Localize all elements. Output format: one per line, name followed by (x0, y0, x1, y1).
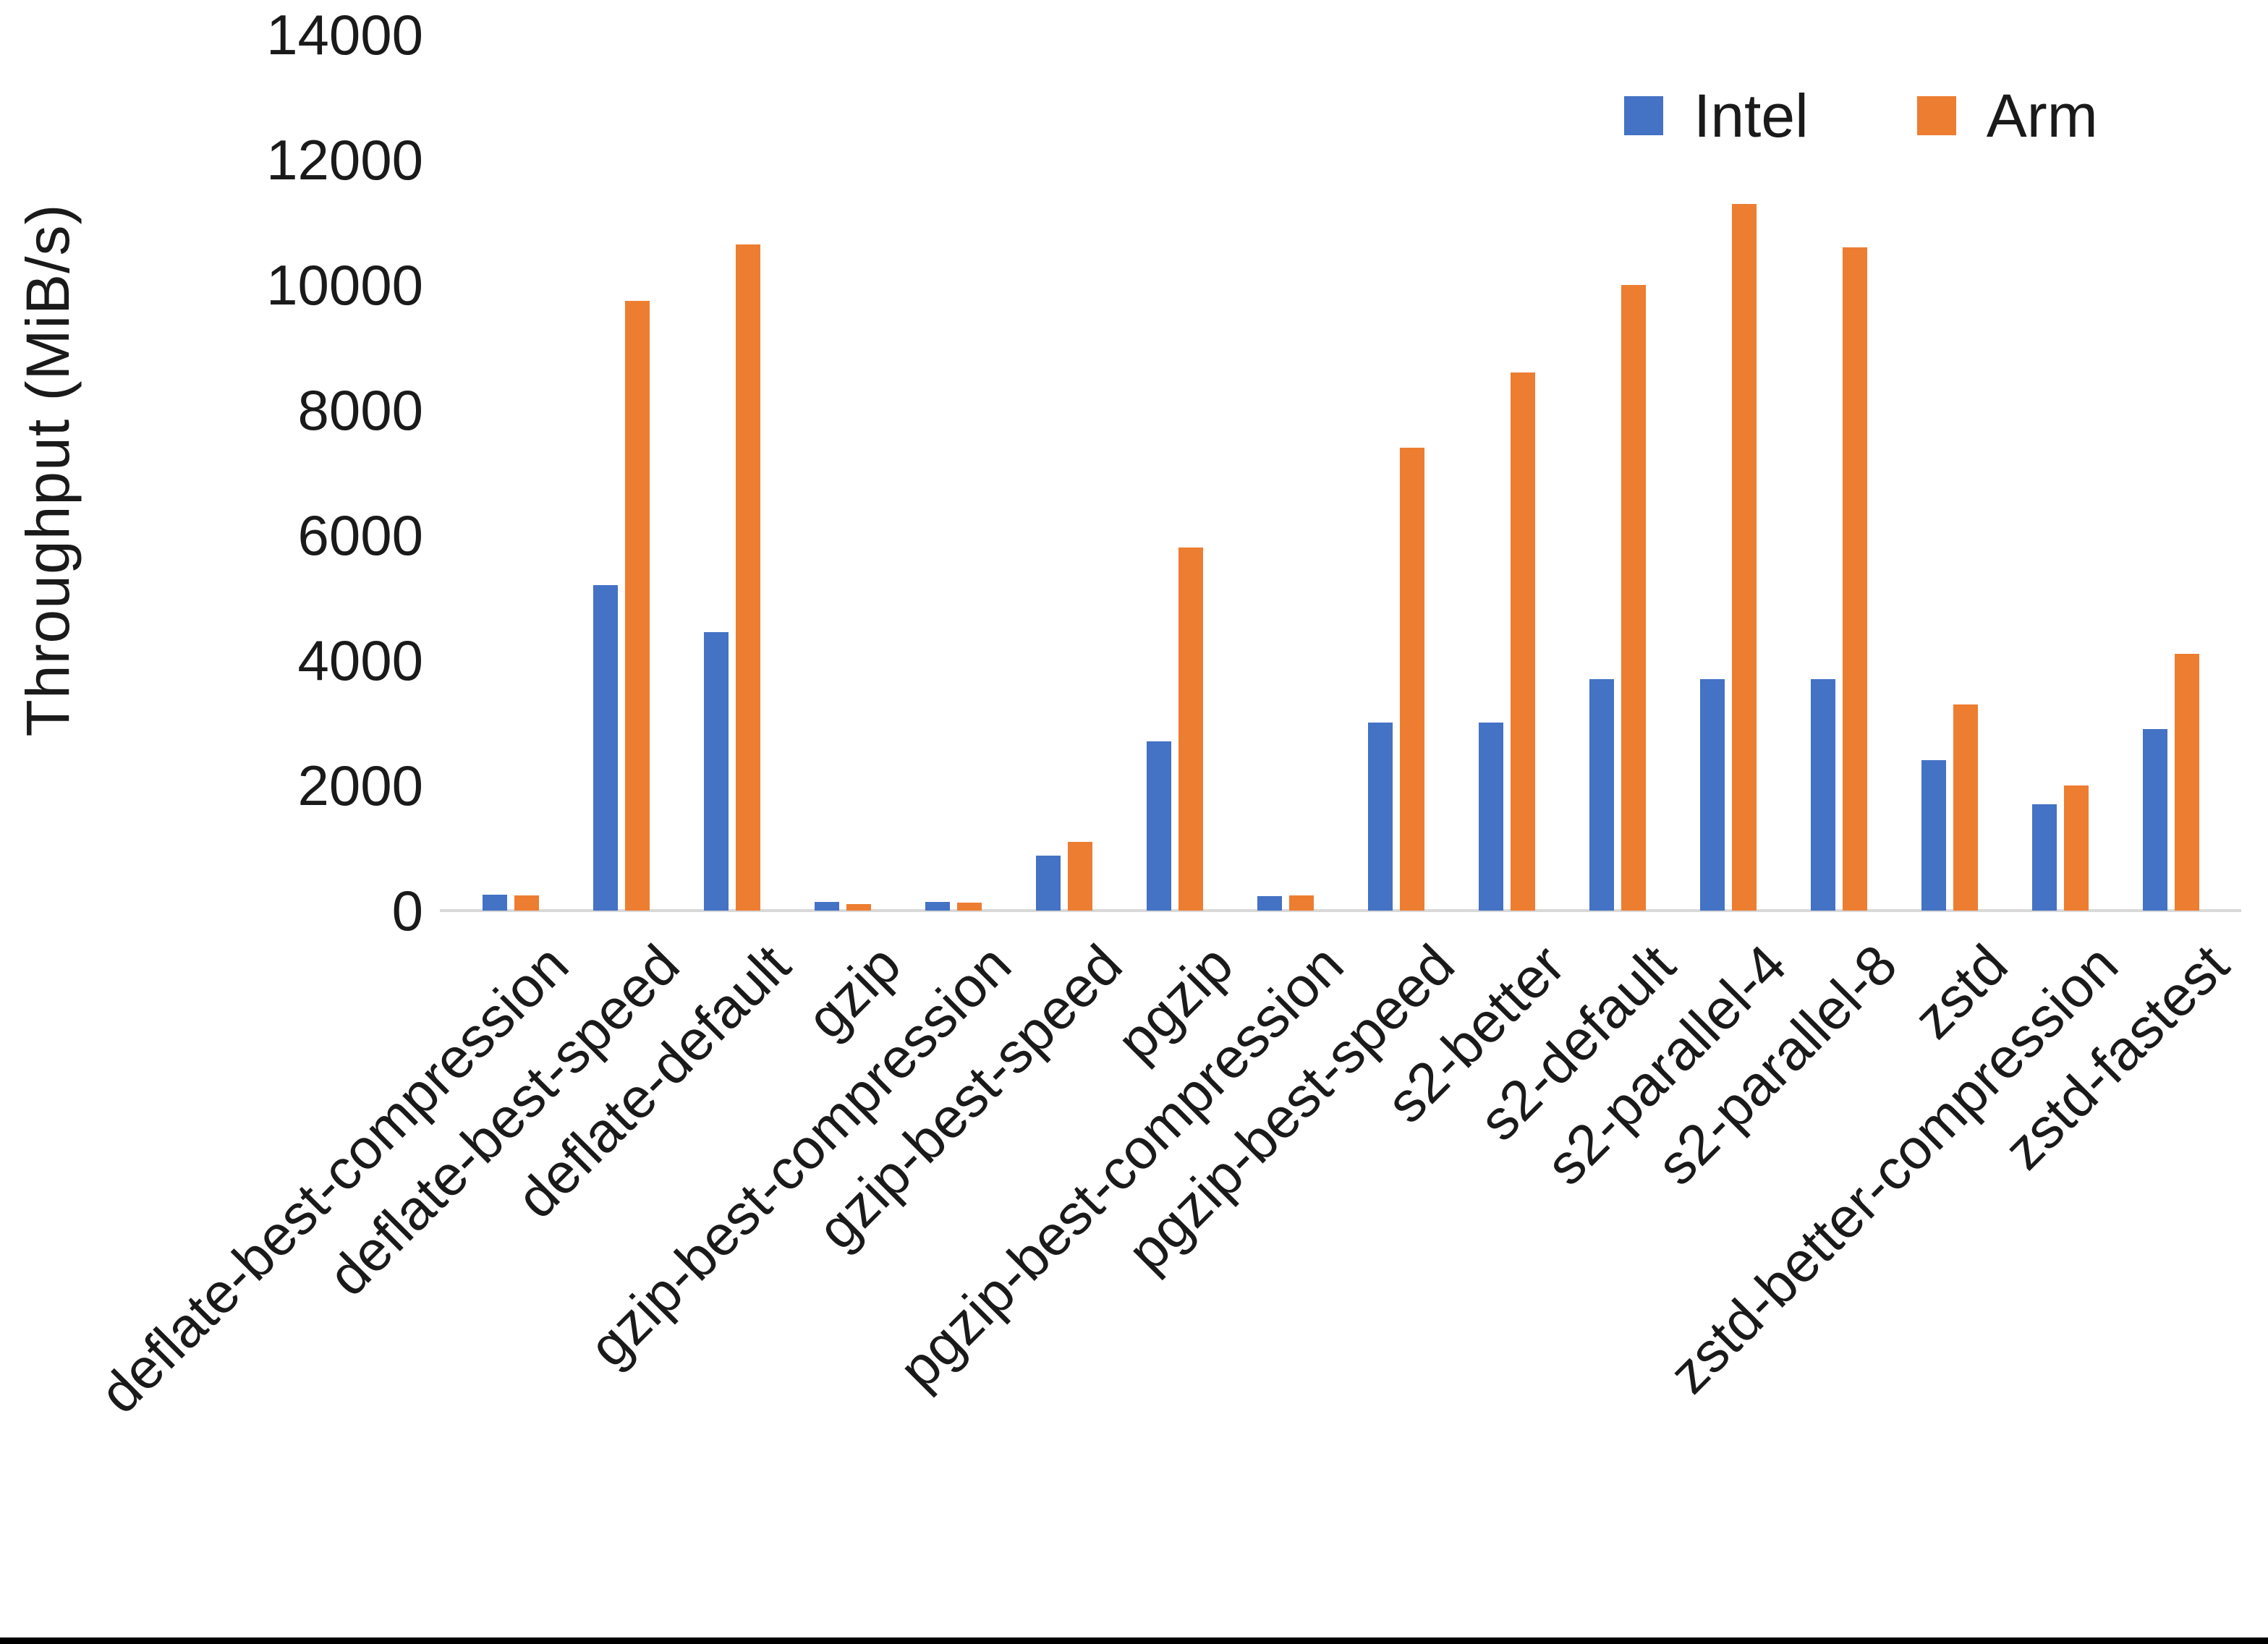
bar-arm-deflate-best-compression (514, 895, 539, 911)
bar-intel-pgzip-best-compression (1257, 896, 1282, 911)
y-tick-label: 10000 (266, 253, 423, 317)
legend-item-intel: Intel (1624, 85, 1809, 146)
bar-intel-pgzip (1147, 741, 1171, 911)
bar-arm-gzip (846, 904, 871, 911)
bar-arm-gzip-best-speed (1068, 842, 1092, 911)
window-bottom-border (0, 1637, 2268, 1644)
bar-arm-deflate-best-speed (625, 301, 650, 911)
bar-intel-s2-better (1479, 723, 1503, 911)
bar-intel-gzip-best-speed (1036, 856, 1061, 911)
bar-intel-pgzip-best-speed (1368, 723, 1393, 911)
y-tick-label: 14000 (266, 3, 423, 67)
y-tick-label: 2000 (297, 754, 423, 817)
bar-arm-s2-default (1621, 285, 1646, 911)
bar-intel-deflate-best-speed (593, 585, 618, 911)
bar-arm-zstd (1953, 704, 1978, 911)
bar-arm-zstd-fastest (2175, 654, 2199, 911)
x-axis-line (440, 909, 2241, 912)
bar-arm-s2-parallel-4 (1732, 204, 1757, 911)
bar-arm-s2-better (1511, 372, 1535, 911)
y-tick-label: 12000 (266, 128, 423, 192)
bar-intel-zstd-fastest (2143, 729, 2167, 911)
bar-arm-gzip-best-compression (957, 903, 982, 911)
legend-arm-label: Arm (1986, 82, 2098, 150)
plot-area (440, 35, 2238, 911)
bar-arm-pgzip-best-speed (1400, 448, 1424, 911)
legend: Intel Arm (1624, 85, 2098, 146)
y-tick-label: 4000 (297, 629, 423, 692)
legend-intel-swatch (1624, 96, 1663, 135)
bar-intel-gzip (815, 902, 839, 911)
bar-arm-s2-parallel-8 (1843, 247, 1867, 911)
bar-intel-deflate-best-compression (483, 895, 507, 911)
legend-intel-label: Intel (1694, 82, 1809, 150)
bar-intel-s2-parallel-4 (1700, 679, 1725, 911)
bar-arm-zstd-better-compression (2064, 785, 2089, 911)
legend-arm-swatch (1916, 96, 1956, 135)
bar-arm-deflate-default (736, 244, 760, 911)
bar-intel-gzip-best-compression (925, 902, 950, 911)
y-tick-label: 0 (391, 879, 423, 942)
bar-arm-pgzip-best-compression (1289, 895, 1314, 911)
y-axis-title-text: Throughput (MiB/s) (14, 203, 82, 737)
bar-intel-deflate-default (704, 632, 729, 911)
bar-intel-s2-default (1589, 679, 1614, 911)
bar-intel-s2-parallel-8 (1811, 679, 1835, 911)
bar-intel-zstd-better-compression (2032, 804, 2057, 911)
y-tick-label: 6000 (297, 503, 423, 567)
legend-item-arm: Arm (1916, 82, 2098, 150)
bar-arm-pgzip (1178, 548, 1203, 911)
category-label: deflate-best-compression (87, 932, 581, 1426)
y-tick-label: 8000 (297, 378, 423, 442)
bar-intel-zstd (1921, 760, 1946, 911)
